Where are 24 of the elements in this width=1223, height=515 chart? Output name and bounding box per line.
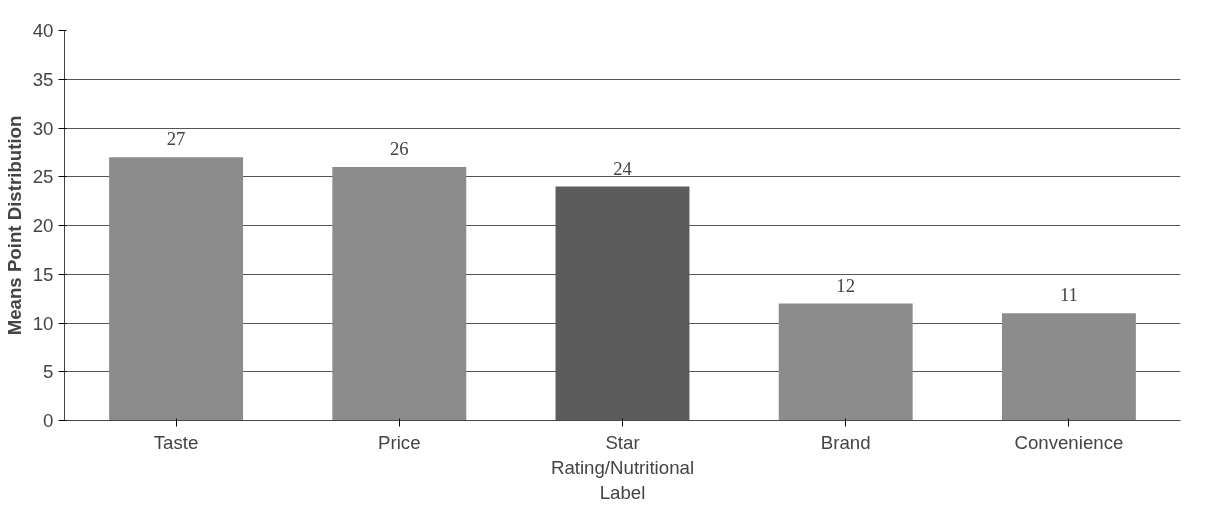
bar [332,167,467,421]
data-label: 26 [389,138,409,159]
x-tick-label: Convenience [1014,431,1124,453]
y-tick-label: 15 [32,263,54,285]
x-tick-label: Price [378,431,421,453]
y-tick-label: 20 [32,215,54,236]
data-label: 11 [1059,284,1078,306]
bar [1001,313,1136,421]
x-tick-label: Taste [153,431,199,453]
data-label: 27 [166,128,186,150]
x-tick-label: Brand [820,431,871,453]
y-tick-label: 5 [43,361,54,383]
data-label: 12 [836,274,856,296]
y-tick-label: 35 [32,68,54,90]
bar [778,303,913,421]
bar [109,157,244,421]
x-tick-label: Star Rating/Nutritional Label [550,431,695,503]
data-label: 24 [613,157,633,179]
y-tick-label: 30 [32,117,54,139]
y-axis-title: Means Point Distribution [3,115,25,336]
y-tick-label: 0 [43,410,54,431]
y-tick-label: 40 [32,20,54,41]
y-tick-label: 25 [32,166,54,188]
y-tick-label: 10 [32,312,54,334]
